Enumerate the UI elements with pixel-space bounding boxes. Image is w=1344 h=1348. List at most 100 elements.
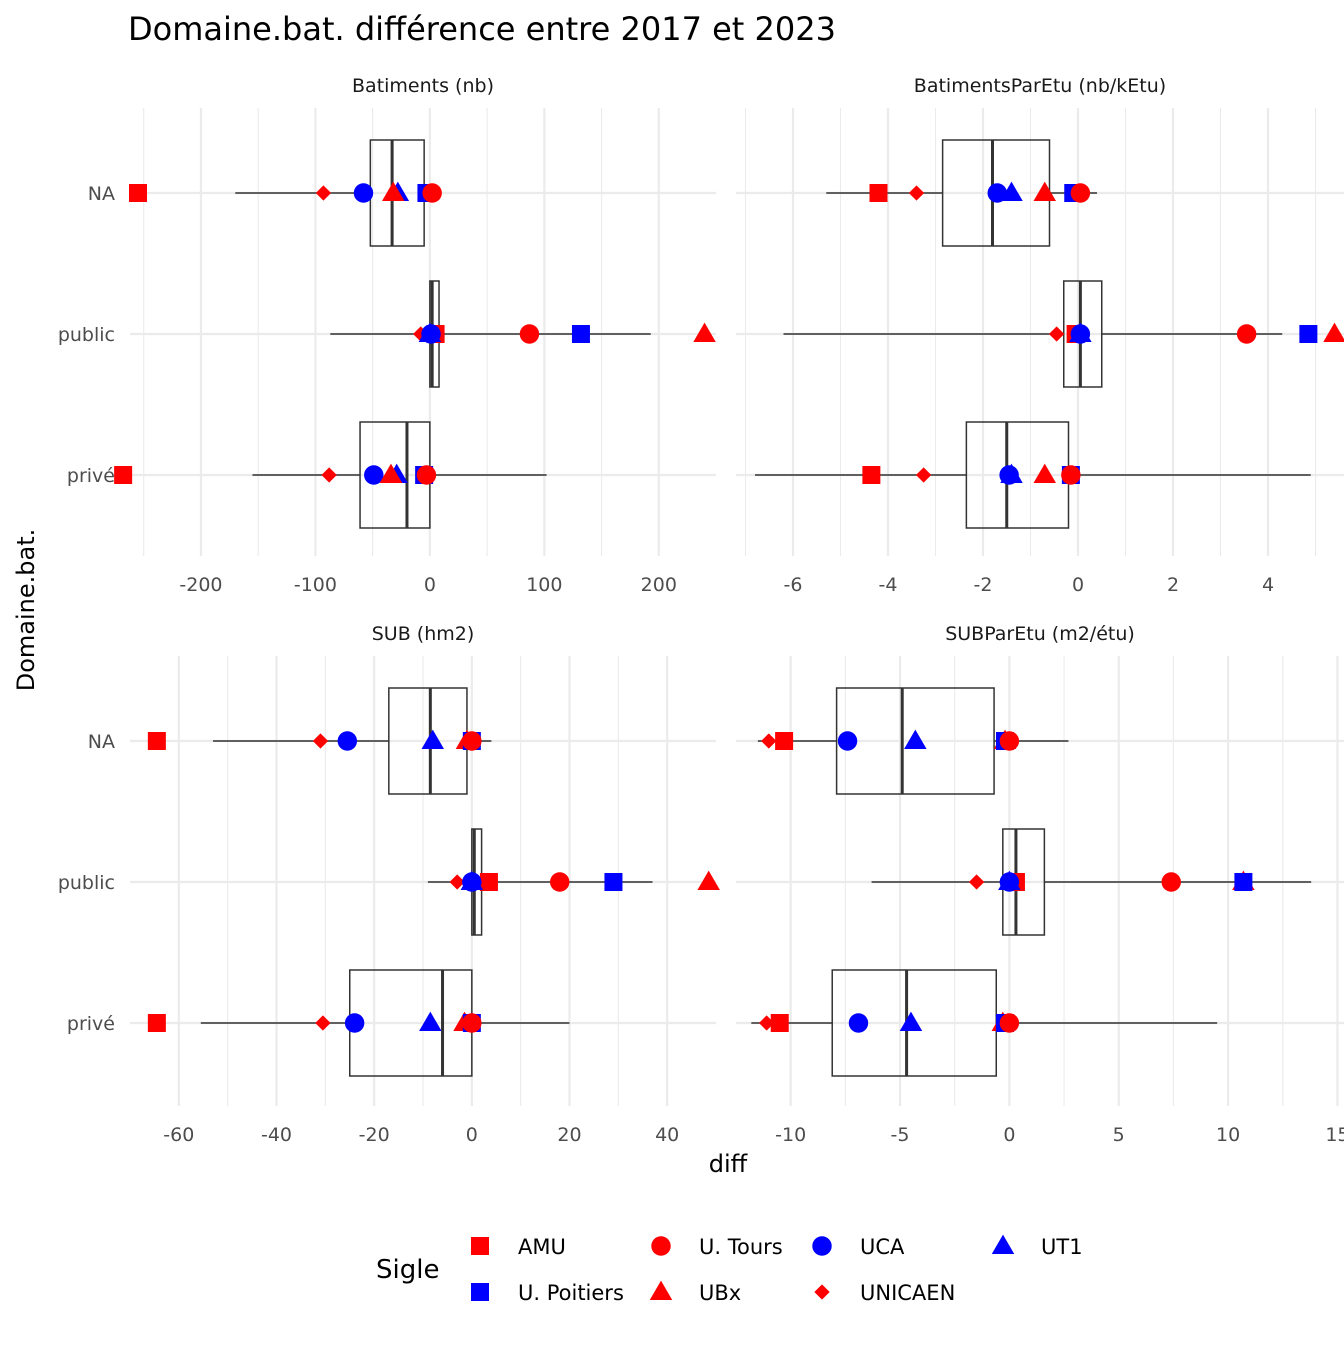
x-tick-label: -10 <box>775 1124 806 1146</box>
legend-label: AMU <box>518 1235 566 1259</box>
y-tick-label: public <box>58 872 115 894</box>
legend-title: Sigle <box>376 1255 439 1285</box>
point-uca <box>337 731 358 751</box>
x-tick-label: 40 <box>655 1124 679 1146</box>
point-ubx <box>1323 322 1344 342</box>
point-amu <box>129 184 148 202</box>
point-amu <box>147 1014 166 1032</box>
point-ut1 <box>1000 463 1023 483</box>
point-unicaen <box>758 1015 775 1031</box>
x-tick-label: 200 <box>641 574 677 596</box>
facet-strip-title: SUBParEtu (m2/étu) <box>945 623 1135 645</box>
x-tick-label: -4 <box>879 574 898 596</box>
x-tick-label: -2 <box>974 574 993 596</box>
point-unicaen <box>968 874 985 890</box>
point-u-tours <box>422 183 442 203</box>
legend-key-u-tours <box>651 1236 671 1256</box>
x-tick-label: 0 <box>1072 574 1084 596</box>
legend-item-u-tours: U. Tours <box>651 1235 783 1259</box>
legend-item-u-poitiers: U. Poitiers <box>471 1281 624 1305</box>
x-tick-label: 2 <box>1167 574 1179 596</box>
point-ut1 <box>899 1011 923 1031</box>
point-ut1 <box>418 322 442 342</box>
boxplot-public <box>783 280 1283 388</box>
point-unicaen <box>1048 326 1065 342</box>
point-amu <box>114 466 133 484</box>
legend-key-amu <box>471 1237 489 1255</box>
x-tick-label: -5 <box>891 1124 910 1146</box>
point-u-tours <box>416 465 437 485</box>
y-tick-label: NA <box>88 731 115 753</box>
facet-batimentsparetu-nb-ketu: BatimentsParEtu (nb/kEtu) -6 -4 -2 0 2 4 <box>736 75 1344 596</box>
legend: Sigle AMU U. Tours UCA UT1 U. Poitiers UBx UNIC… <box>376 1234 1083 1305</box>
point-u-poitiers <box>1299 325 1318 343</box>
legend-key-uca <box>812 1236 832 1256</box>
point-u-tours <box>999 731 1020 751</box>
boxplot-public <box>330 280 651 388</box>
x-tick-label: 0 <box>1003 1124 1015 1146</box>
point-unicaen <box>315 185 332 201</box>
point-ubx <box>693 322 716 342</box>
point-uca <box>353 183 374 203</box>
x-tick-label: -60 <box>163 1124 194 1146</box>
x-tick-label: -6 <box>784 574 803 596</box>
point-ubx <box>1033 181 1056 201</box>
y-tick-label: public <box>58 324 115 346</box>
boxplot-na <box>757 687 1069 795</box>
y-axis-title: Domaine.bat. <box>12 529 40 692</box>
point-ut1 <box>421 729 445 749</box>
legend-label: U. Poitiers <box>518 1281 624 1305</box>
facet-strip-title: SUB (hm2) <box>372 623 475 645</box>
point-uca <box>344 1013 365 1033</box>
point-ut1 <box>419 1011 442 1031</box>
facet-sub-hm2: SUB (hm2) -60 -40 -20 0 20 40 NA public privé <box>58 623 720 1146</box>
point-ut1 <box>904 729 927 749</box>
legend-item-ubx: UBx <box>649 1280 741 1305</box>
y-tick-label: privé <box>67 465 115 487</box>
point-amu <box>147 732 166 750</box>
point-ubx <box>1033 463 1056 483</box>
facet-batiments-nb: Batiments (nb) -200 -100 0 100 200 NA public pri… <box>58 75 716 596</box>
legend-key-ubx <box>649 1280 673 1300</box>
point-uca <box>848 1013 869 1033</box>
point-unicaen <box>449 874 465 890</box>
legend-item-amu: AMU <box>471 1235 566 1259</box>
point-u-poitiers <box>571 325 590 343</box>
point-unicaen <box>915 467 932 483</box>
point-u-tours <box>1236 324 1257 344</box>
point-amu <box>775 732 794 750</box>
point-u-tours <box>462 1013 482 1033</box>
point-ubx <box>379 463 403 483</box>
point-u-poitiers <box>604 873 623 891</box>
box-iqr <box>835 687 995 795</box>
legend-key-ut1 <box>991 1234 1015 1254</box>
facet-subparetu-m2-etu: SUBParEtu (m2/étu) -10 -5 0 5 10 15 <box>736 623 1344 1146</box>
point-u-tours <box>519 324 540 344</box>
x-tick-label: 5 <box>1113 1124 1125 1146</box>
x-tick-label: 0 <box>424 574 436 596</box>
x-tick-label: 15 <box>1325 1124 1344 1146</box>
legend-item-uca: UCA <box>812 1235 905 1259</box>
x-tick-label: -40 <box>261 1124 292 1146</box>
point-ut1 <box>460 870 484 890</box>
point-u-tours <box>999 1013 1020 1033</box>
point-unicaen <box>321 467 337 483</box>
point-unicaen <box>908 185 925 201</box>
point-amu <box>479 873 498 891</box>
legend-label: UNICAEN <box>860 1281 955 1305</box>
legend-item-ut1: UT1 <box>991 1234 1083 1259</box>
x-tick-label: 4 <box>1262 574 1274 596</box>
legend-label: UBx <box>699 1281 741 1305</box>
facet-panels: Batiments (nb)-200 -100 0 100 200NApublicpri… <box>58 75 1344 1146</box>
point-amu <box>869 184 888 202</box>
chart-title: Domaine.bat. différence entre 2017 et 20… <box>128 10 836 48</box>
x-axis-title: diff <box>709 1150 748 1178</box>
facet-strip-title: Batiments (nb) <box>352 75 494 97</box>
point-ut1 <box>998 870 1021 890</box>
legend-label: U. Tours <box>699 1235 783 1259</box>
point-ubx <box>381 181 405 201</box>
point-u-tours <box>462 731 482 751</box>
point-unicaen <box>312 733 329 749</box>
x-tick-label: 100 <box>526 574 562 596</box>
